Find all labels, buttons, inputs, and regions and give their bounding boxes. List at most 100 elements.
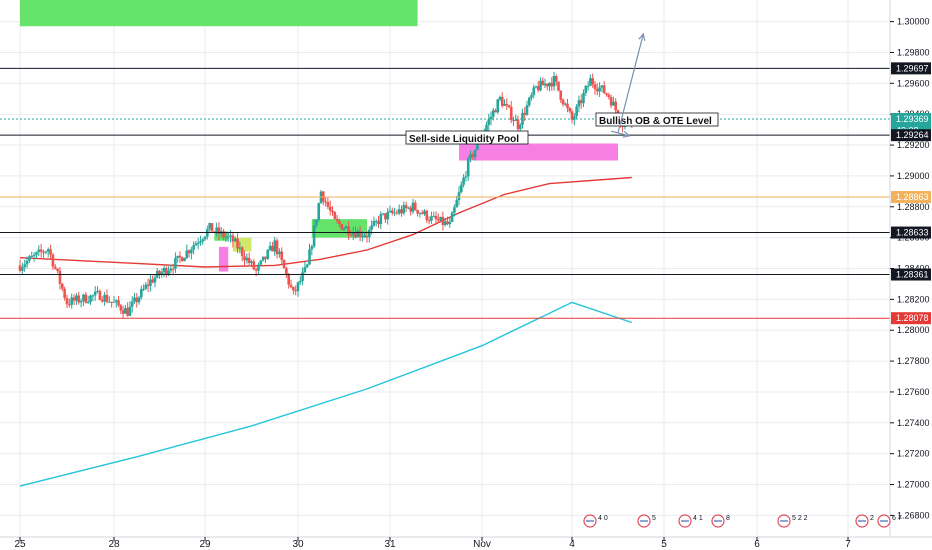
candle-body <box>525 105 529 115</box>
zone-box <box>459 143 618 161</box>
candle-body <box>133 297 136 302</box>
candle-body <box>407 207 410 209</box>
candle-body <box>368 229 371 238</box>
candle-body <box>460 184 463 193</box>
time-tick-label: 28 <box>108 539 120 550</box>
candle-body <box>485 124 488 132</box>
candle-body <box>322 191 325 202</box>
event-badge-label: 8 <box>726 515 730 522</box>
candle-body <box>192 245 195 250</box>
candle-body <box>301 272 304 281</box>
candle-body <box>377 220 380 225</box>
candle-body <box>93 291 97 296</box>
arrow-head <box>638 32 646 41</box>
candle-body <box>548 82 551 87</box>
candle-body <box>49 249 52 255</box>
candle-body <box>512 120 515 122</box>
candle-body <box>347 226 350 235</box>
candle-body <box>160 272 164 275</box>
candle-body <box>86 302 90 304</box>
candle-body <box>430 216 433 221</box>
candle-body <box>91 295 95 297</box>
candle-body <box>471 154 475 158</box>
event-badge-label: 5 2 2 <box>792 515 808 522</box>
price-tick-label: 1.27000 <box>897 480 930 490</box>
candle-body <box>579 100 583 104</box>
candle-body <box>550 82 554 87</box>
candle-body <box>215 227 218 232</box>
candle-body <box>310 246 314 250</box>
candle-body <box>469 154 472 159</box>
candle-body <box>42 251 45 253</box>
candle-body <box>190 249 193 254</box>
price-tick-label: 1.29200 <box>897 140 930 150</box>
price-tick-label: 1.27400 <box>897 418 930 428</box>
candle-body <box>84 294 88 303</box>
candle-body <box>261 256 265 261</box>
candle-body <box>264 256 267 259</box>
candle-body <box>266 249 270 259</box>
candle-body <box>328 206 332 211</box>
candle-body <box>365 236 369 238</box>
candle-body <box>96 290 99 292</box>
candle-body <box>233 238 237 242</box>
candle-body <box>534 86 538 88</box>
candle-body <box>174 257 177 269</box>
candle-body <box>105 294 109 302</box>
candle-body <box>21 267 24 271</box>
candle-body <box>278 251 281 255</box>
candle-body <box>455 200 458 208</box>
candle-body <box>303 267 307 273</box>
annotations[interactable]: Bullish OB & OTE Level Sell-side Liquidit… <box>405 112 719 145</box>
candle-body <box>358 230 362 237</box>
highlight-zones <box>20 0 618 272</box>
candle-body <box>324 201 327 203</box>
candle-body <box>119 305 123 311</box>
price-label-box <box>891 129 931 142</box>
candle-body <box>591 78 594 85</box>
candle-body <box>171 268 175 270</box>
candle-body <box>487 119 491 125</box>
candle-body <box>201 239 205 242</box>
candle-body <box>185 250 189 259</box>
price-tick-label: 1.29800 <box>897 47 930 57</box>
candle-body <box>126 307 129 316</box>
candle-body <box>411 202 415 212</box>
candle-body <box>505 103 509 106</box>
price-label-box <box>891 226 931 239</box>
horizontal-levels[interactable] <box>0 67 890 319</box>
candle-body <box>400 209 403 214</box>
candle-body <box>420 212 424 214</box>
time-tick-label: 30 <box>292 539 304 550</box>
event-badges[interactable]: 4 0 5 4 1 8 5 2 2 2 6 7 <box>583 514 902 528</box>
candle-body <box>609 97 613 106</box>
candle-body <box>335 218 339 221</box>
candle-body <box>56 268 59 272</box>
candle-body <box>402 205 406 214</box>
candle-body <box>500 96 504 106</box>
candle-body <box>476 141 479 150</box>
candle-body <box>384 213 387 220</box>
candle-body <box>250 261 253 263</box>
candle-body <box>425 210 429 221</box>
candle-body <box>473 149 477 158</box>
candle-body <box>598 87 601 92</box>
candle-body <box>112 301 116 303</box>
candle-body <box>32 254 36 257</box>
candle-body <box>584 86 588 93</box>
candle-body <box>450 212 454 222</box>
candle-body <box>532 87 536 96</box>
price-tick-label: 1.27800 <box>897 356 930 366</box>
candle-body <box>342 228 346 230</box>
candle-body <box>317 203 320 220</box>
candle-body <box>128 306 132 316</box>
arrows[interactable] <box>610 32 646 138</box>
candle-body <box>326 201 330 207</box>
candle-body <box>586 85 590 87</box>
candle-body <box>187 250 191 254</box>
candle-body <box>169 268 173 271</box>
candle-body <box>514 119 518 121</box>
candle-body <box>448 221 452 225</box>
